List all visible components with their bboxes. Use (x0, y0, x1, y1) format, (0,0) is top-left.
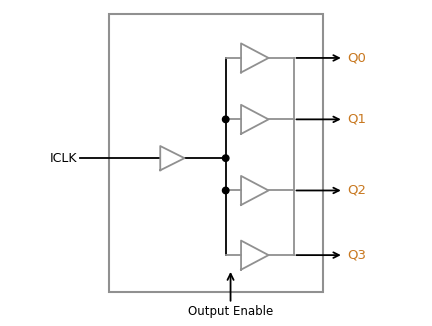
Text: Q3: Q3 (348, 249, 366, 262)
Text: Q0: Q0 (348, 52, 366, 65)
Text: Q2: Q2 (348, 184, 366, 197)
Text: ICLK: ICLK (50, 152, 77, 165)
Text: Q1: Q1 (348, 113, 366, 126)
Circle shape (222, 116, 229, 123)
Bar (109, 14, 323, 292)
Text: Output Enable: Output Enable (188, 305, 273, 318)
Circle shape (222, 187, 229, 194)
Circle shape (222, 155, 229, 161)
